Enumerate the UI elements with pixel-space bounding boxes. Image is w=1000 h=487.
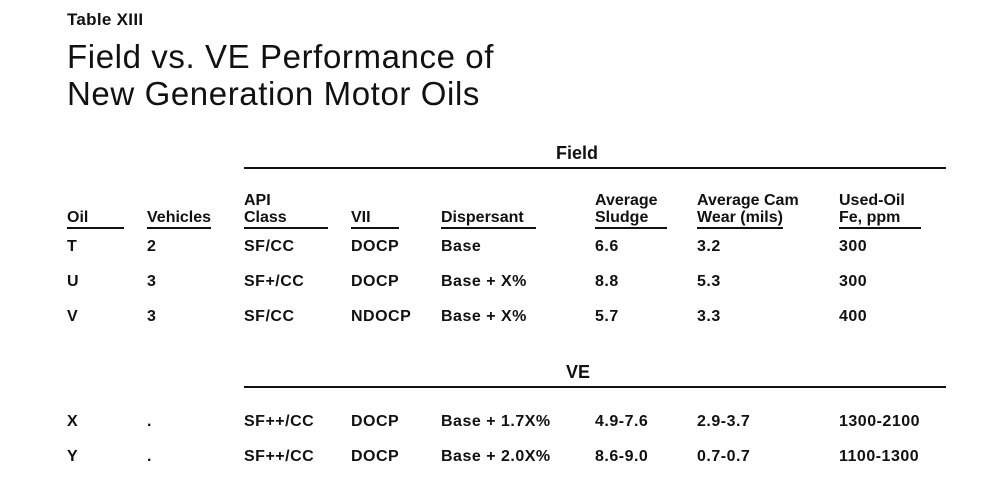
title-line-1: Field vs. VE Performance of [67,38,495,75]
header-dispersant: Dispersant [441,209,536,229]
cell-oil: Y [67,448,79,465]
cell-fe: 300 [839,273,868,290]
cell-oil: V [67,308,79,325]
header-average-sludge: Average Sludge [595,192,667,229]
field-group-rule [244,167,946,169]
cell-cam-wear: 3.3 [697,308,721,325]
cell-fe: 300 [839,238,868,255]
header-oil: Oil [67,209,124,229]
field-group-heading: Field [556,143,599,163]
ve-group-rule [244,386,946,388]
table-title: Field vs. VE Performance of New Generati… [67,38,494,112]
header-used-oil-fe: Used-Oil Fe, ppm [839,192,921,229]
cell-vehicles: . [147,413,152,430]
cell-vii: DOCP [351,413,400,430]
cell-api-class: SF++/CC [244,413,315,430]
cell-sludge: 5.7 [595,308,619,325]
cell-dispersant: Base + X% [441,308,527,325]
ve-group-heading: VE [566,362,591,382]
cell-vii: DOCP [351,238,400,255]
header-vehicles: Vehicles [147,209,212,229]
cell-sludge: 6.6 [595,238,619,255]
cell-api-class: SF+/CC [244,273,305,290]
cell-sludge: 8.8 [595,273,619,290]
cell-api-class: SF++/CC [244,448,315,465]
cell-dispersant: Base + 2.0X% [441,448,551,465]
cell-api-class: SF/CC [244,238,295,255]
cell-vii: DOCP [351,448,400,465]
cell-oil: U [67,273,80,290]
cell-api-class: SF/CC [244,308,295,325]
cell-fe: 400 [839,308,868,325]
cell-sludge: 4.9-7.6 [595,413,649,430]
cell-fe: 1100-1300 [839,448,920,465]
cell-cam-wear: 2.9-3.7 [697,413,751,430]
table-number: Table XIII [67,10,144,29]
header-api-class: API Class [244,192,328,229]
cell-sludge: 8.6-9.0 [595,448,649,465]
title-line-2: New Generation Motor Oils [67,75,480,112]
cell-vehicles: 3 [147,308,157,325]
cell-cam-wear: 5.3 [697,273,721,290]
cell-fe: 1300-2100 [839,413,921,430]
cell-dispersant: Base + 1.7X% [441,413,551,430]
cell-cam-wear: 3.2 [697,238,721,255]
cell-vehicles: 2 [147,238,157,255]
cell-dispersant: Base + X% [441,273,527,290]
cell-oil: T [67,238,78,255]
cell-cam-wear: 0.7-0.7 [697,448,751,465]
header-average-cam-wear: Average Cam Wear (mils) [697,192,799,229]
header-vii: VII [351,209,399,229]
cell-vehicles: 3 [147,273,157,290]
cell-vii: DOCP [351,273,400,290]
cell-vehicles: . [147,448,152,465]
cell-oil: X [67,413,79,430]
cell-vii: NDOCP [351,308,412,325]
cell-dispersant: Base [441,238,482,255]
